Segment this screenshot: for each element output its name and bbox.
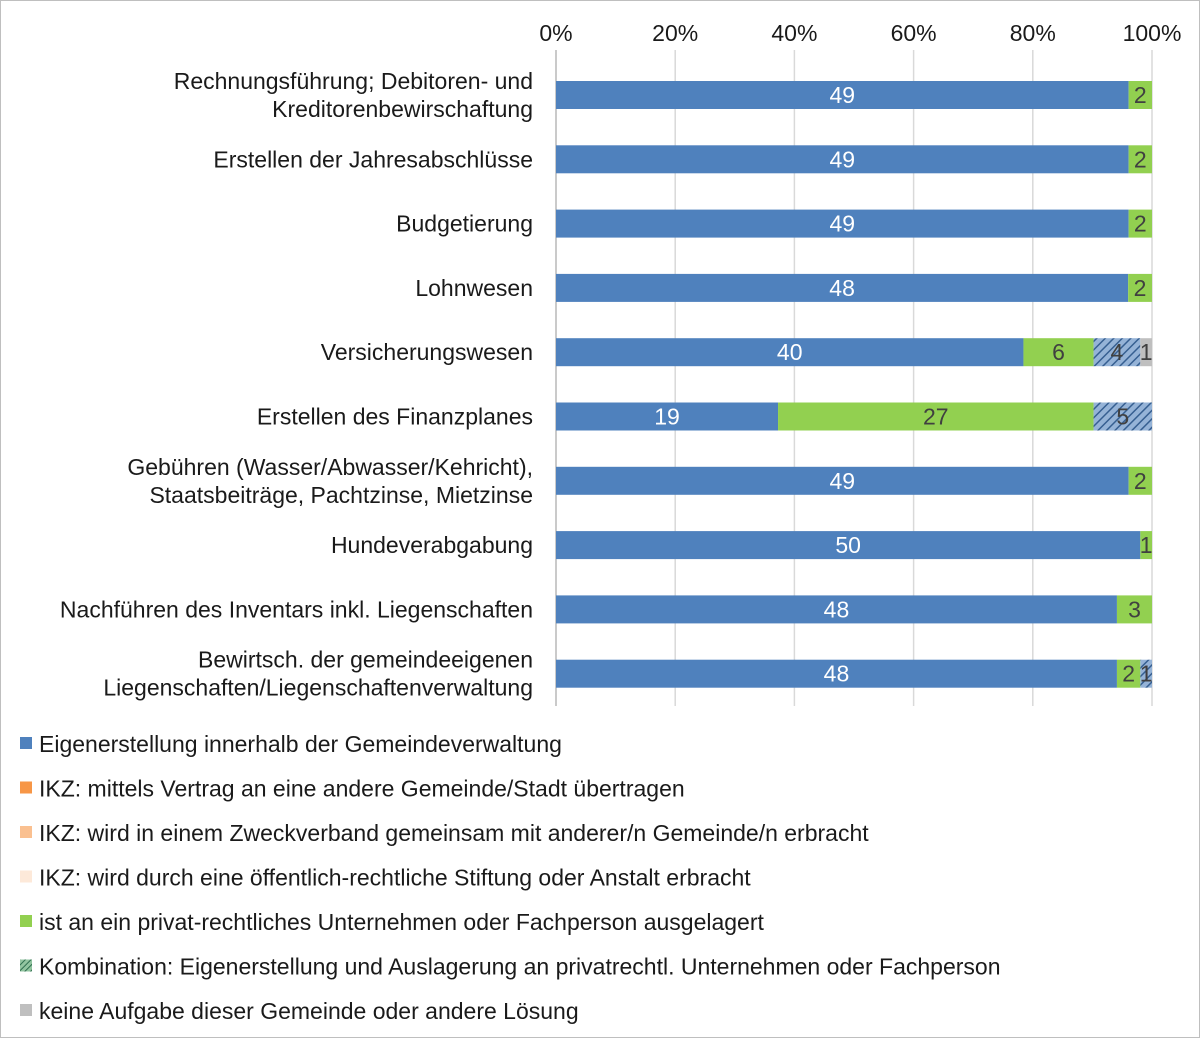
legend-swatch — [20, 959, 32, 972]
legend-swatch — [20, 737, 32, 749]
data-label: 49 — [830, 82, 856, 108]
category-label: Kreditorenbewirschaftung — [272, 96, 533, 122]
legend-swatch — [20, 781, 32, 794]
x-tick-label: 100% — [1123, 20, 1182, 46]
legend-swatch — [20, 1004, 32, 1016]
data-label: 27 — [923, 404, 949, 430]
bar-segment — [556, 659, 1117, 688]
data-label: 48 — [824, 661, 850, 687]
data-label: 2 — [1134, 468, 1147, 494]
category-label: Bewirtsch. der gemeindeeigenen — [198, 647, 533, 673]
x-axis-ticks: 0% 20% 40% 60% 80% 100% — [539, 20, 1181, 46]
data-label: 50 — [835, 532, 861, 558]
category-label: Erstellen des Finanzplanes — [257, 404, 533, 430]
data-label: 49 — [830, 146, 856, 172]
bar-segment — [556, 145, 1129, 174]
data-label: 3 — [1128, 596, 1141, 622]
data-label: 1 — [1140, 661, 1153, 687]
legend-label: IKZ: wird in einem Zweckverband gemeinsa… — [39, 820, 869, 846]
legend-label: Kombination: Eigenerstellung und Auslage… — [39, 954, 1001, 980]
x-tick-label: 0% — [539, 20, 572, 46]
category-label: Lohnwesen — [415, 275, 533, 301]
category-label: Hundeverabgabung — [331, 532, 533, 558]
data-label: 48 — [829, 275, 855, 301]
data-label: 48 — [824, 596, 850, 622]
data-label: 2 — [1134, 146, 1147, 172]
category-label: Erstellen der Jahresabschlüsse — [213, 146, 533, 172]
data-label: 40 — [777, 339, 803, 365]
legend-label: IKZ: wird durch eine öffentlich-rechtlic… — [39, 865, 751, 891]
data-label: 6 — [1052, 339, 1065, 365]
category-label: Rechnungsführung; Debitoren- und — [174, 68, 533, 94]
bar-segment — [1140, 659, 1152, 688]
bar-segment — [1116, 595, 1152, 624]
bar-segment — [556, 338, 1024, 367]
bar-segment — [1128, 145, 1152, 174]
data-label: 2 — [1122, 661, 1135, 687]
category-label: Liegenschaften/Liegenschaftenverwaltung — [103, 675, 533, 701]
bar-segment — [1128, 81, 1152, 109]
data-labels: 49 249 249 248 240 6 4 119 27 549 250 148 348 2 1 — [654, 82, 1152, 687]
bar-segment — [1093, 338, 1141, 367]
bar-segment — [556, 595, 1117, 624]
data-label: 1 — [1140, 532, 1153, 558]
category-label: Versicherungswesen — [321, 339, 533, 365]
data-label: 2 — [1134, 275, 1147, 301]
bar-segment — [1140, 531, 1152, 560]
data-label: 2 — [1134, 82, 1147, 108]
x-tick-label: 20% — [652, 20, 698, 46]
x-tick-label: 80% — [1010, 20, 1056, 46]
bar-segment — [1140, 338, 1152, 367]
bar-segment — [556, 531, 1141, 560]
legend-swatch — [20, 826, 32, 838]
bar-segment — [556, 273, 1129, 302]
data-label: 5 — [1116, 404, 1129, 430]
legend-label: Eigenerstellung innerhalb der Gemeindeve… — [39, 731, 562, 757]
bar-segment — [556, 466, 1129, 495]
x-tick-label: 60% — [891, 20, 937, 46]
category-labels: Rechnungsführung; Debitoren- undKreditor… — [60, 68, 533, 701]
bar-segment — [1128, 466, 1152, 495]
bar-segment — [1093, 402, 1152, 431]
bar-segment — [556, 81, 1129, 109]
data-label: 4 — [1111, 339, 1124, 365]
x-tick-label: 40% — [771, 20, 817, 46]
category-label: Gebühren (Wasser/Abwasser/Kehricht), — [127, 454, 533, 480]
bar-segment — [1116, 659, 1141, 688]
data-label: 19 — [654, 404, 680, 430]
data-label: 1 — [1140, 339, 1153, 365]
bar-segment — [556, 209, 1129, 238]
legend-swatch — [20, 915, 32, 927]
legend-label: ist an ein privat-rechtliches Unternehme… — [39, 909, 765, 935]
bar-segment — [778, 402, 1094, 431]
bar-segment — [1128, 209, 1152, 238]
bars — [556, 81, 1152, 688]
category-label: Staatsbeiträge, Pachtzinse, Mietzinse — [149, 482, 533, 508]
legend-label: keine Aufgabe dieser Gemeinde oder ander… — [39, 998, 579, 1024]
data-label: 2 — [1134, 211, 1147, 237]
bar-segment — [1023, 338, 1094, 367]
category-label: Budgetierung — [396, 211, 533, 237]
bar-segment — [1128, 273, 1152, 302]
category-label: Nachführen des Inventars inkl. Liegensch… — [60, 596, 533, 622]
data-label: 49 — [830, 468, 856, 494]
legend-swatch — [20, 870, 32, 883]
legend-label: IKZ: mittels Vertrag an eine andere Geme… — [39, 776, 685, 802]
data-label: 49 — [830, 211, 856, 237]
legend: Eigenerstellung innerhalb der Gemeindeve… — [20, 731, 1001, 1024]
bar-segment — [556, 402, 779, 431]
